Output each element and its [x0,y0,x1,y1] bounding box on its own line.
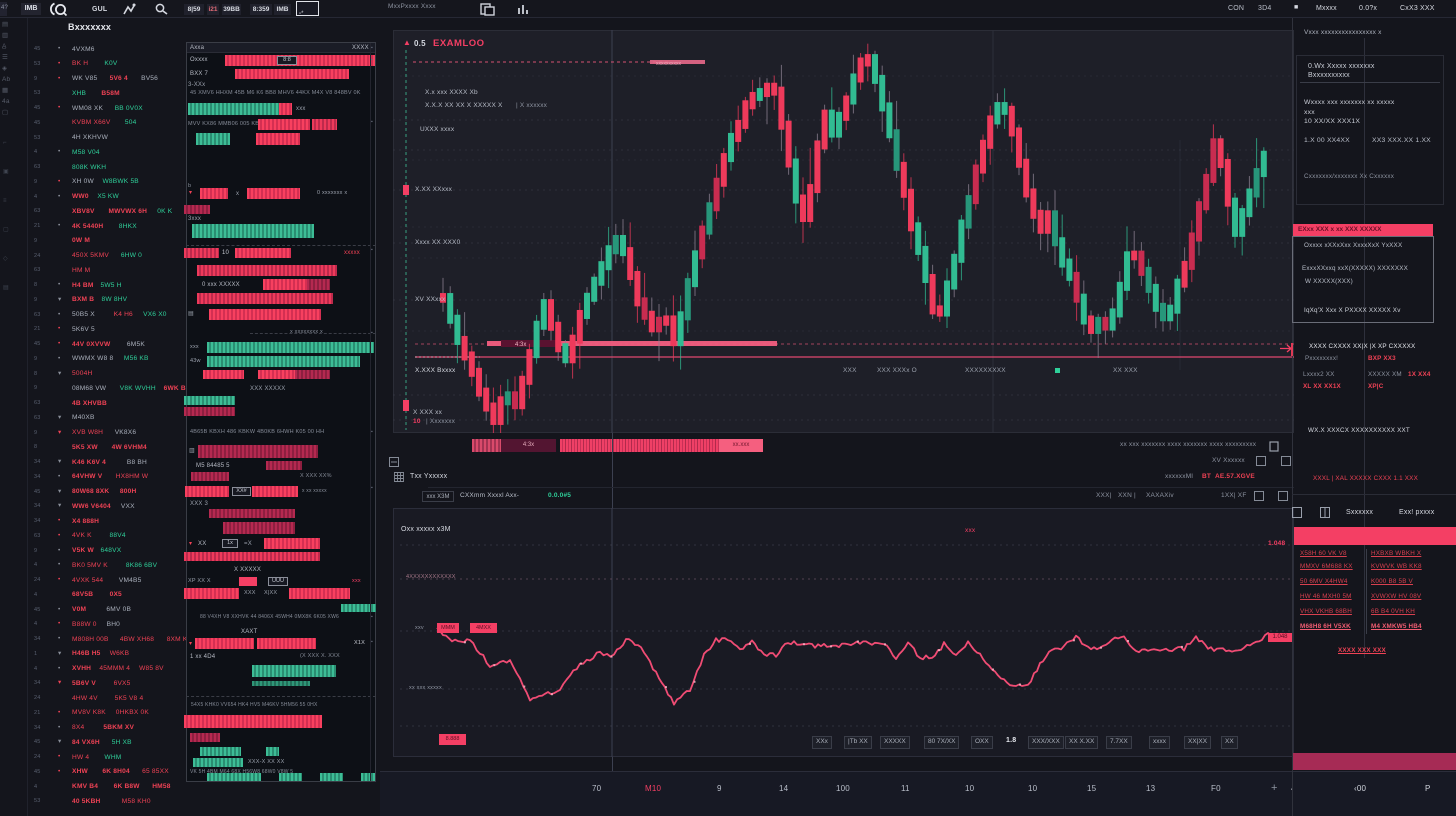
svg-text:4:3x: 4:3x [515,342,526,348]
svg-text:xxxxxxxxxx: xxxxxxxxxx [656,61,682,67]
